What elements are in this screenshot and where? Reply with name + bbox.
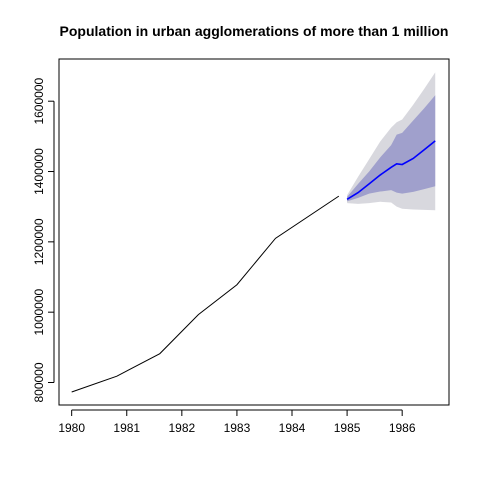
x-tick-label: 1983 — [224, 421, 251, 435]
x-tick-label: 1981 — [113, 421, 140, 435]
y-tick-label: 1400000 — [32, 148, 46, 195]
x-tick-label: 1985 — [334, 421, 361, 435]
y-tick-label: 1200000 — [32, 218, 46, 265]
y-tick-label: 1600000 — [32, 78, 46, 125]
x-axis: 1980 1981 1982 1983 1984 1985 1986 — [58, 409, 416, 435]
chart-title: Population in urban agglomerations of mo… — [60, 23, 449, 39]
x-tick-label: 1980 — [58, 421, 85, 435]
x-tick-label: 1986 — [389, 421, 416, 435]
y-tick-label: 1000000 — [32, 288, 46, 335]
plot-frame — [58, 58, 450, 406]
history-line — [71, 195, 340, 393]
y-axis: 800000 1000000 1200000 1400000 1600000 — [32, 78, 55, 403]
band-80 — [347, 95, 436, 202]
x-tick-label: 1982 — [168, 421, 195, 435]
x-tick-label: 1984 — [279, 421, 306, 435]
series-lines — [71, 140, 436, 393]
forecast-line — [346, 140, 436, 200]
confidence-bands — [347, 72, 436, 211]
y-tick-label: 800000 — [32, 362, 46, 402]
